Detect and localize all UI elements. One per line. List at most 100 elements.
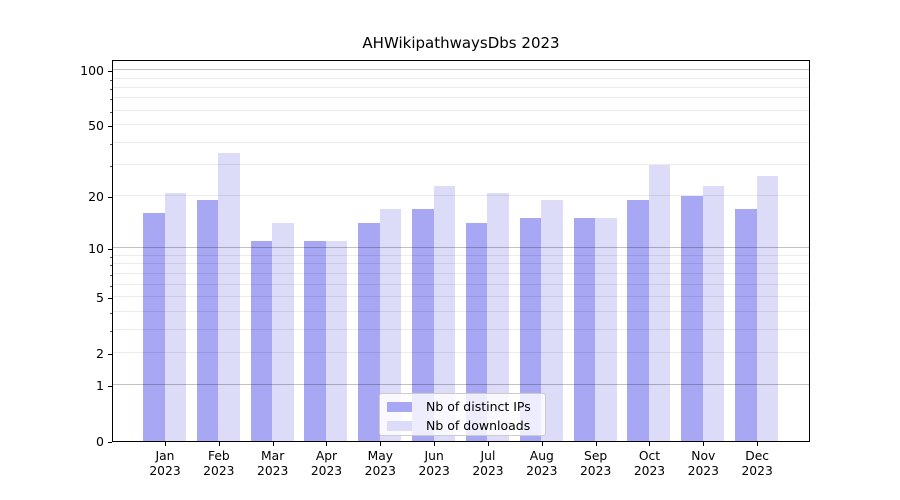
y-tick [108, 197, 112, 199]
plot-area [112, 60, 810, 442]
gridline [113, 77, 809, 79]
y-tick [108, 386, 112, 388]
bar-distinct-ips [250, 241, 273, 441]
y-minor-tick [109, 285, 112, 287]
bar-downloads [272, 223, 294, 441]
bar-downloads [164, 192, 186, 441]
y-tick-label: 2 [96, 345, 104, 361]
gridline [113, 124, 809, 125]
y-tick [108, 298, 112, 299]
bar-downloads [218, 153, 240, 441]
x-tick [380, 442, 382, 446]
y-minor-tick [109, 88, 112, 90]
x-tick [487, 442, 489, 446]
x-tick-label: May 2023 [364, 449, 396, 478]
gridline [113, 310, 809, 312]
y-tick-label: 10 [88, 241, 104, 257]
y-tick [108, 249, 112, 251]
y-minor-tick [109, 111, 112, 113]
bar-distinct-ips [304, 241, 326, 441]
x-tick [218, 442, 220, 446]
legend-item-downloads: Nb of downloads [380, 417, 545, 435]
legend: Nb of distinct IPs Nb of downloads [379, 393, 546, 436]
x-tick [703, 442, 705, 446]
legend-swatch-downloads-icon [387, 420, 412, 432]
x-tick-label: Jan 2023 [149, 449, 181, 478]
y-tick-label: 50 [88, 118, 104, 133]
bar-distinct-ips [196, 200, 219, 441]
x-tick-label: Nov 2023 [687, 449, 719, 478]
x-tick-label: Sep 2023 [579, 449, 612, 478]
x-tick-label: Aug 2023 [526, 449, 558, 478]
x-tick-label: Mar 2023 [257, 449, 289, 478]
x-tick [541, 442, 543, 446]
bar-distinct-ips [735, 208, 757, 441]
gridline [113, 195, 809, 197]
x-tick [649, 442, 651, 446]
bar-distinct-ips [143, 213, 165, 441]
legend-item-distinct-ips: Nb of distinct IPs [380, 398, 545, 416]
gridline [113, 164, 809, 165]
y-tick-label: 1 [96, 378, 104, 394]
gridline [113, 247, 809, 249]
x-tick [757, 442, 759, 446]
bar-downloads [433, 185, 456, 441]
x-tick [272, 442, 274, 446]
y-minor-tick [109, 257, 112, 258]
x-tick-label: Jul 2023 [472, 449, 504, 478]
bar-distinct-ips [412, 208, 434, 441]
gridline [113, 328, 809, 330]
x-tick [434, 442, 436, 446]
y-tick-label: 100 [80, 63, 104, 79]
y-tick [108, 442, 112, 443]
bar-downloads [325, 241, 348, 441]
y-minor-tick [109, 143, 112, 145]
gridline [113, 109, 809, 111]
y-tick [108, 353, 112, 355]
y-minor-tick [109, 274, 112, 276]
bar-downloads [379, 208, 402, 441]
bar-downloads [756, 176, 779, 441]
bar-downloads [541, 200, 563, 441]
x-tick-label: Jun 2023 [418, 449, 450, 478]
x-tick [165, 442, 166, 446]
bar-downloads [648, 165, 671, 441]
bar-downloads [487, 192, 509, 441]
x-tick [595, 442, 597, 446]
x-tick-label: Oct 2023 [633, 449, 666, 478]
legend-label-distinct-ips: Nb of distinct IPs [426, 399, 531, 414]
gridline [113, 86, 809, 88]
x-tick [326, 442, 328, 446]
x-tick-label: Apr 2023 [310, 449, 343, 478]
gridline [113, 255, 809, 256]
bar-downloads [702, 185, 725, 441]
bar-distinct-ips [681, 196, 703, 441]
y-minor-tick [109, 79, 112, 81]
y-minor-tick [109, 312, 112, 314]
legend-label-downloads: Nb of downloads [426, 418, 531, 433]
legend-swatch-distinct-ips-icon [387, 401, 412, 413]
y-tick-label: 5 [96, 290, 104, 305]
gridline [113, 384, 809, 386]
gridline [113, 263, 809, 265]
gridline [113, 296, 809, 297]
gridline [113, 272, 809, 274]
bar-distinct-ips [519, 218, 542, 441]
bar-distinct-ips [627, 200, 649, 441]
y-tick-label: 20 [88, 189, 104, 205]
bar-distinct-ips [573, 218, 596, 441]
y-tick-label: 0 [96, 434, 104, 449]
gridline [113, 283, 809, 285]
gridline [113, 351, 809, 353]
gridline [113, 97, 809, 99]
gridline [113, 141, 809, 143]
gridline [113, 69, 809, 71]
y-minor-tick [109, 265, 112, 267]
y-tick [108, 71, 112, 73]
bar-distinct-ips [358, 223, 380, 441]
chart-title: AHWikipathwaysDbs 2023 [362, 34, 560, 52]
x-tick-label: Feb 2023 [203, 449, 235, 478]
y-minor-tick [109, 166, 112, 167]
bar-distinct-ips [465, 223, 488, 441]
